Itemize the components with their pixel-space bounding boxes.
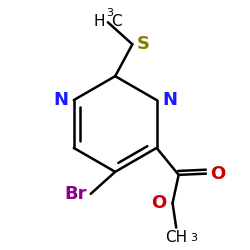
Text: CH: CH: [165, 230, 187, 245]
Text: O: O: [151, 194, 166, 212]
Text: Br: Br: [64, 185, 87, 203]
Text: O: O: [210, 165, 225, 183]
Text: C: C: [111, 14, 122, 28]
Text: N: N: [54, 91, 68, 109]
Text: 3: 3: [106, 8, 114, 18]
Text: S: S: [137, 35, 150, 53]
Text: H: H: [94, 14, 106, 28]
Text: N: N: [162, 91, 177, 109]
Text: 3: 3: [190, 233, 197, 243]
